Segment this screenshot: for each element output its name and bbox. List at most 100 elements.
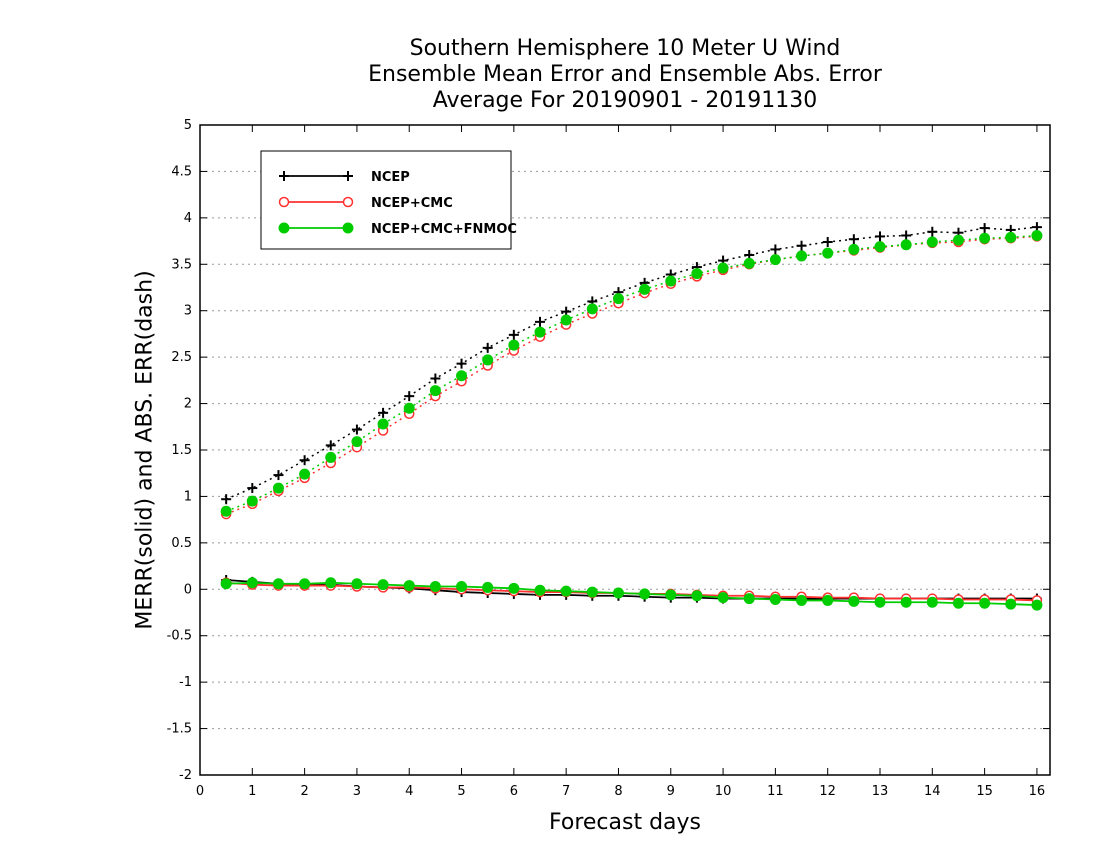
abs-err-point <box>299 455 310 466</box>
y-tick-label: -2 <box>179 768 192 783</box>
chart-title-line-1: Southern Hemisphere 10 Meter U Wind <box>409 36 841 61</box>
legend-label: NCEP+CMC <box>371 196 453 211</box>
legend-marker <box>278 222 290 234</box>
mean-err-point <box>874 596 886 608</box>
abs-err-point <box>1031 230 1043 241</box>
mean-err-point <box>272 578 284 590</box>
mean-err-line <box>226 581 1037 602</box>
mean-err-point <box>822 594 834 606</box>
abs-err-point <box>796 250 808 262</box>
y-tick-label: 0.5 <box>171 536 192 551</box>
x-tick-label: 5 <box>457 784 465 799</box>
abs-err-point <box>351 424 362 435</box>
y-tick-label: 4 <box>184 211 192 226</box>
mean-err-point <box>743 593 755 605</box>
mean-err-point <box>848 595 860 607</box>
x-tick-label: 4 <box>405 784 413 799</box>
mean-err-point <box>456 581 468 592</box>
x-tick-label: 11 <box>767 784 784 799</box>
y-tick-label: 2.5 <box>171 350 192 365</box>
abs-err-point <box>378 407 389 418</box>
mean-err-point <box>351 578 363 590</box>
abs-err-point <box>456 358 467 369</box>
abs-err-point <box>351 436 363 448</box>
abs-err-point <box>952 234 964 246</box>
x-tick-label: 10 <box>715 784 732 799</box>
abs-err-point <box>691 268 703 280</box>
abs-err-point <box>508 339 520 351</box>
x-tick-label: 7 <box>562 784 570 799</box>
y-tick-label: 2 <box>184 397 192 412</box>
abs-err-point <box>874 241 886 253</box>
abs-err-point <box>979 223 990 234</box>
abs-err-point <box>534 326 546 338</box>
abs-err-point <box>247 483 258 494</box>
x-axis-label: Forecast days <box>548 810 701 835</box>
series-2 <box>220 230 1043 611</box>
mean-err-point <box>508 582 520 594</box>
abs-err-point <box>456 370 468 382</box>
mean-err-point <box>1005 598 1017 610</box>
x-tick-label: 12 <box>819 784 836 799</box>
mean-err-point <box>952 597 964 609</box>
mean-err-point <box>586 586 598 598</box>
abs-err-point <box>560 314 572 326</box>
tick-layer: -2-1.5-1-0.500.511.522.533.544.550 1 2 3 4 5 6… <box>167 118 1050 799</box>
x-tick-label: 3 <box>353 784 361 799</box>
y-axis-label: MERR(solid) and ABS. ERR(dash) <box>132 270 158 630</box>
x-tick-label: 0 <box>196 784 204 799</box>
y-tick-label: 4.5 <box>171 164 192 179</box>
abs-err-point <box>403 402 415 414</box>
mean-err-point <box>769 594 781 605</box>
abs-err-point <box>796 240 807 251</box>
abs-err-point <box>770 244 781 255</box>
abs-err-point <box>272 482 284 494</box>
y-tick-label: 5 <box>184 118 192 133</box>
y-tick-label: 1.5 <box>171 443 192 458</box>
abs-err-point <box>900 239 912 251</box>
x-tick-label: 13 <box>872 784 889 799</box>
legend-marker <box>279 171 289 181</box>
x-tick-label: 15 <box>976 784 993 799</box>
abs-err-point <box>1005 231 1017 243</box>
legend-marker <box>278 196 290 208</box>
chart-title-line-3: Average For 20190901 - 20191130 <box>432 88 818 113</box>
abs-err-point <box>822 237 833 247</box>
abs-err-point <box>325 451 337 463</box>
y-tick-label: 1 <box>184 489 192 504</box>
x-tick-label: 1 <box>248 784 256 799</box>
abs-err-point <box>927 226 938 237</box>
mean-err-point <box>979 597 991 609</box>
x-tick-label: 2 <box>300 784 308 799</box>
legend-label: NCEP <box>371 170 410 185</box>
mean-err-point <box>246 577 258 589</box>
abs-err-point <box>482 342 493 353</box>
mean-err-point <box>325 577 337 589</box>
abs-err-point <box>926 236 938 248</box>
mean-err-point <box>429 581 441 592</box>
abs-err-point <box>848 243 860 255</box>
x-tick-label: 6 <box>510 784 518 799</box>
legend-marker <box>342 196 354 208</box>
abs-err-point <box>665 275 677 287</box>
legend-item: NCEP <box>279 170 410 185</box>
x-tick-label: 16 <box>1029 784 1046 799</box>
x-tick-label: 14 <box>924 784 941 799</box>
y-tick-label: 3 <box>184 304 192 319</box>
legend-item: NCEP+CMC+FNMOC <box>278 222 517 237</box>
legend-box <box>260 150 512 250</box>
legend-label: NCEP+CMC+FNMOC <box>371 222 517 237</box>
mean-err-point <box>612 587 624 599</box>
abs-err-point <box>901 230 912 241</box>
legend: NCEP NCEP+CMC NCEP+CMC+FNMOC <box>260 150 517 250</box>
abs-err-point <box>273 470 284 481</box>
series-layer <box>220 222 1043 611</box>
abs-err-line <box>225 235 1037 515</box>
abs-err-point <box>822 247 834 259</box>
abs-err-point <box>612 293 624 305</box>
mean-err-point <box>220 578 232 590</box>
abs-err-point <box>220 505 232 517</box>
y-tick-label: -1.5 <box>167 722 192 737</box>
abs-err-point <box>221 494 232 505</box>
abs-err-point <box>299 468 311 480</box>
